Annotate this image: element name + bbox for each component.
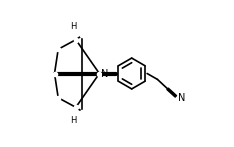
Text: N: N	[178, 93, 185, 103]
Text: H: H	[70, 22, 77, 31]
Text: N: N	[101, 69, 108, 78]
Text: H: H	[70, 116, 77, 125]
